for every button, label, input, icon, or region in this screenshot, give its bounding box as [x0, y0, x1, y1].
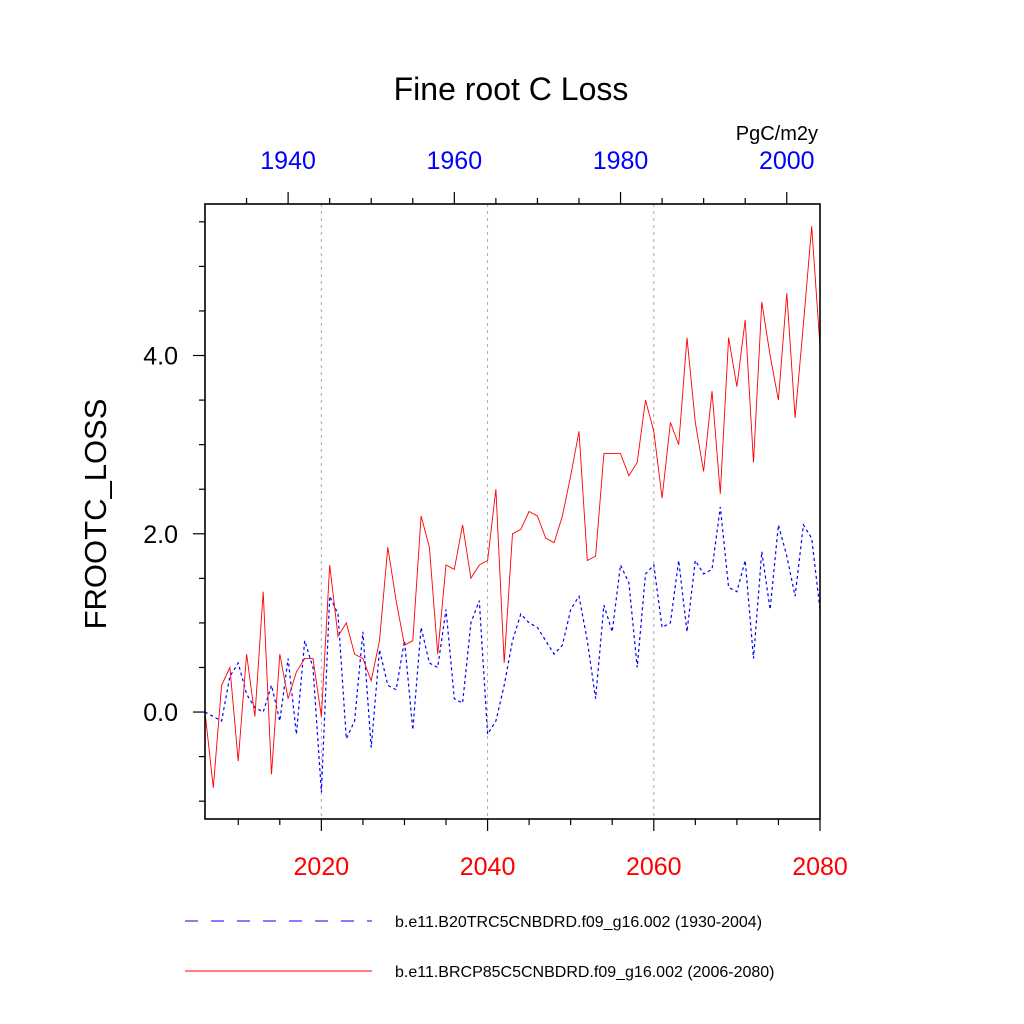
top-tick-label-1940: 1940: [260, 147, 316, 175]
series-line-0: [205, 506, 820, 793]
bottom-tick-label-2020: 2020: [294, 853, 350, 881]
legend-label-rcp85: b.e11.BRCP85C5CNBDRD.f09_g16.002 (2006-2…: [395, 964, 774, 981]
legend: b.e11.B20TRC5CNBDRD.f09_g16.002 (1930-20…: [185, 914, 774, 981]
y-tick-label-0.0: 0.0: [143, 699, 178, 727]
series-layer: [205, 226, 820, 793]
bottom-tick-label-2080: 2080: [792, 853, 848, 881]
chart-title: Fine root C Loss: [394, 71, 629, 107]
y-tick-label-2.0: 2.0: [143, 521, 178, 549]
units-label: PgC/m2y: [736, 123, 818, 145]
bottom-tick-label-2040: 2040: [460, 853, 516, 881]
y-tick-label-4.0: 4.0: [143, 343, 178, 371]
bottom-tick-label-2060: 2060: [626, 853, 682, 881]
top-tick-label-2000: 2000: [759, 147, 815, 175]
axes: 2020 2040 2060 2080 1940 1960 1980 2000 0.0 2.0 4.…: [143, 147, 848, 881]
plot-frame: [204, 203, 821, 820]
top-tick-label-1980: 1980: [593, 147, 649, 175]
top-tick-label-1960: 1960: [427, 147, 483, 175]
legend-label-historical: b.e11.B20TRC5CNBDRD.f09_g16.002 (1930-20…: [395, 914, 762, 931]
series-line-1: [205, 226, 820, 788]
y-axis-label: FROOTC_LOSS: [78, 399, 113, 630]
